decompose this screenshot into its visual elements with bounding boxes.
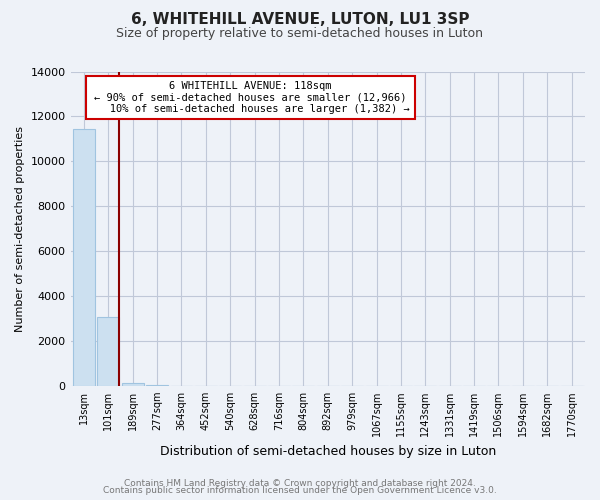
Bar <box>97 318 119 386</box>
Text: 6 WHITEHILL AVENUE: 118sqm
← 90% of semi-detached houses are smaller (12,966)
  : 6 WHITEHILL AVENUE: 118sqm ← 90% of semi… <box>91 81 410 114</box>
Text: Size of property relative to semi-detached houses in Luton: Size of property relative to semi-detach… <box>116 28 484 40</box>
Bar <box>122 383 143 386</box>
X-axis label: Distribution of semi-detached houses by size in Luton: Distribution of semi-detached houses by … <box>160 444 496 458</box>
Y-axis label: Number of semi-detached properties: Number of semi-detached properties <box>15 126 25 332</box>
Bar <box>73 128 95 386</box>
Bar <box>146 385 168 386</box>
Text: 6, WHITEHILL AVENUE, LUTON, LU1 3SP: 6, WHITEHILL AVENUE, LUTON, LU1 3SP <box>131 12 469 28</box>
Text: Contains public sector information licensed under the Open Government Licence v3: Contains public sector information licen… <box>103 486 497 495</box>
Text: Contains HM Land Registry data © Crown copyright and database right 2024.: Contains HM Land Registry data © Crown c… <box>124 478 476 488</box>
